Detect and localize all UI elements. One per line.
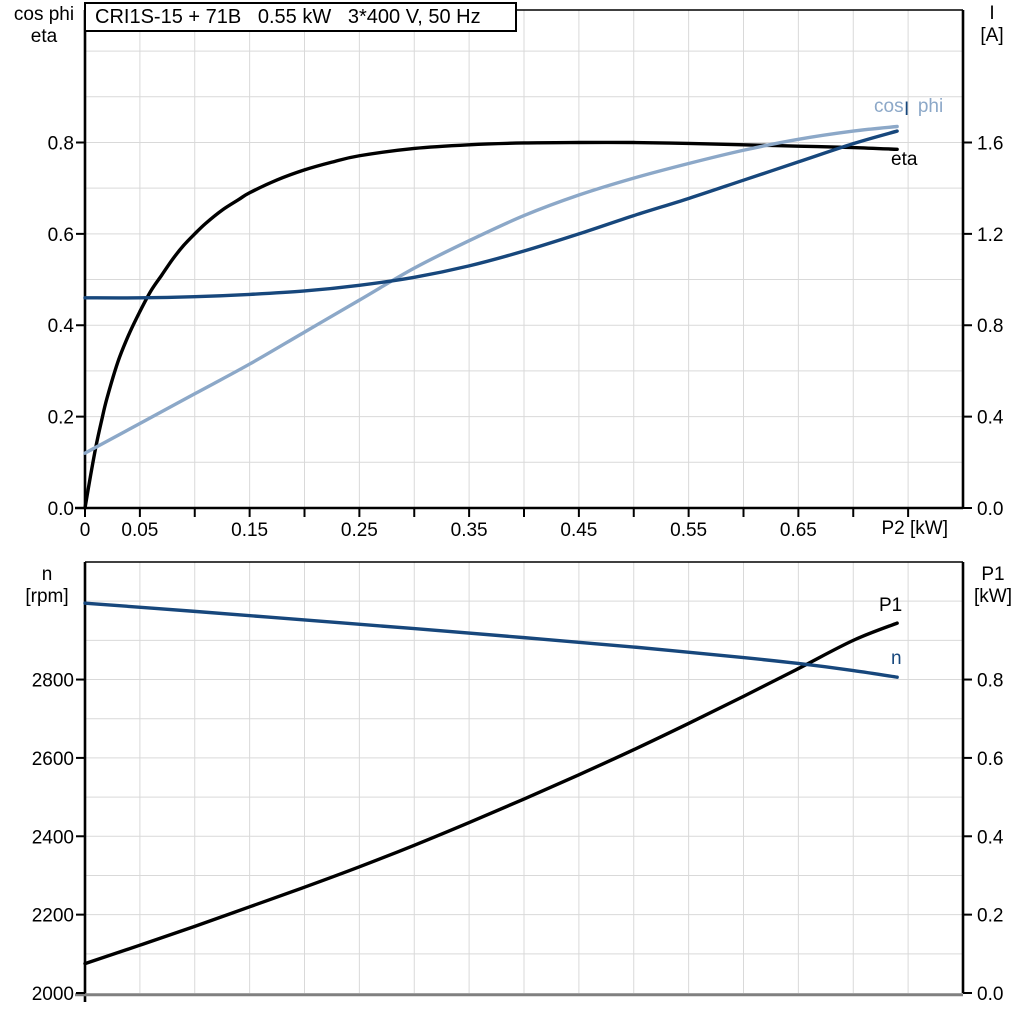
x-axis-tick-label: 0	[80, 520, 91, 541]
left-axis-tick-label: 0.6	[48, 225, 74, 246]
x-axis-tick-label: 0.45	[560, 520, 597, 541]
left-axis-tick-label: 0.8	[48, 133, 74, 154]
curve-n	[83, 601, 899, 679]
left-axis-title-line1: n	[41, 564, 53, 585]
x-axis-tick-label: 0.25	[341, 520, 378, 541]
p1-curve-label: P1	[879, 595, 903, 616]
left-axis-tick-label: 2200	[32, 906, 74, 927]
x-axis-tick-label: 0.15	[231, 520, 268, 541]
eta-curve-label: eta	[891, 149, 918, 170]
top-chart-left-axis-title: cos phi eta	[1, 4, 87, 48]
left-axis-tick-label: 0.0	[48, 499, 74, 520]
curve-eta	[83, 140, 899, 510]
left-axis-tick-label: 2000	[32, 984, 74, 1005]
right-axis-tick-label: 0.2	[977, 906, 1003, 927]
right-axis-tick-label: 0.6	[977, 749, 1003, 770]
left-axis-tick-label: 2600	[32, 749, 74, 770]
x-axis-tick-label: 0.05	[121, 520, 158, 541]
right-axis-tick-label: 0.4	[977, 827, 1004, 848]
left-axis-tick-label: 0.4	[48, 316, 75, 337]
right-axis-tick-label: 1.2	[977, 225, 1003, 246]
top-chart-right-axis-title: I [A]	[962, 3, 1022, 47]
right-axis-title-line1: I	[989, 3, 995, 24]
cos-phi-curve-label: cos phi	[874, 96, 944, 117]
curve-p1	[83, 621, 899, 966]
n-curve-label: n	[891, 648, 902, 669]
left-axis-title-line1: cos phi	[13, 4, 75, 25]
left-axis-tick-label: 2400	[32, 827, 74, 848]
left-axis-title-line2: eta	[30, 26, 58, 47]
right-axis-tick-label: 0.0	[977, 984, 1003, 1005]
left-axis-tick-label: 2800	[32, 671, 74, 692]
current-curve-label: I	[904, 99, 910, 120]
curve-i	[83, 129, 899, 300]
chart-title-box: CRI1S-15 + 71B 0.55 kW 3*400 V, 50 Hz	[84, 2, 517, 32]
left-axis-title-line2: [rpm]	[25, 586, 69, 607]
right-axis-tick-label: 0.0	[977, 499, 1003, 520]
bottom-chart-right-axis-title: P1 [kW]	[962, 564, 1024, 608]
curve-cos-phi	[83, 124, 899, 455]
right-axis-title-line1: P1	[981, 564, 1005, 585]
right-axis-title-line2: [A]	[980, 25, 1004, 46]
right-axis-title-line2: [kW]	[974, 586, 1012, 607]
right-axis-tick-label: 0.8	[977, 671, 1003, 692]
right-axis-tick-label: 1.6	[977, 133, 1003, 154]
right-axis-tick-label: 0.4	[977, 408, 1004, 429]
x-axis-title: P2 [kW]	[881, 518, 948, 539]
x-axis-tick-label: 0.35	[451, 520, 488, 541]
bottom-chart-left-axis-title: n [rpm]	[4, 564, 90, 608]
right-axis-tick-label: 0.8	[977, 316, 1003, 337]
x-axis-tick-label: 0.55	[670, 520, 707, 541]
x-axis-tick-label: 0.65	[780, 520, 817, 541]
left-axis-tick-label: 0.2	[48, 408, 74, 429]
